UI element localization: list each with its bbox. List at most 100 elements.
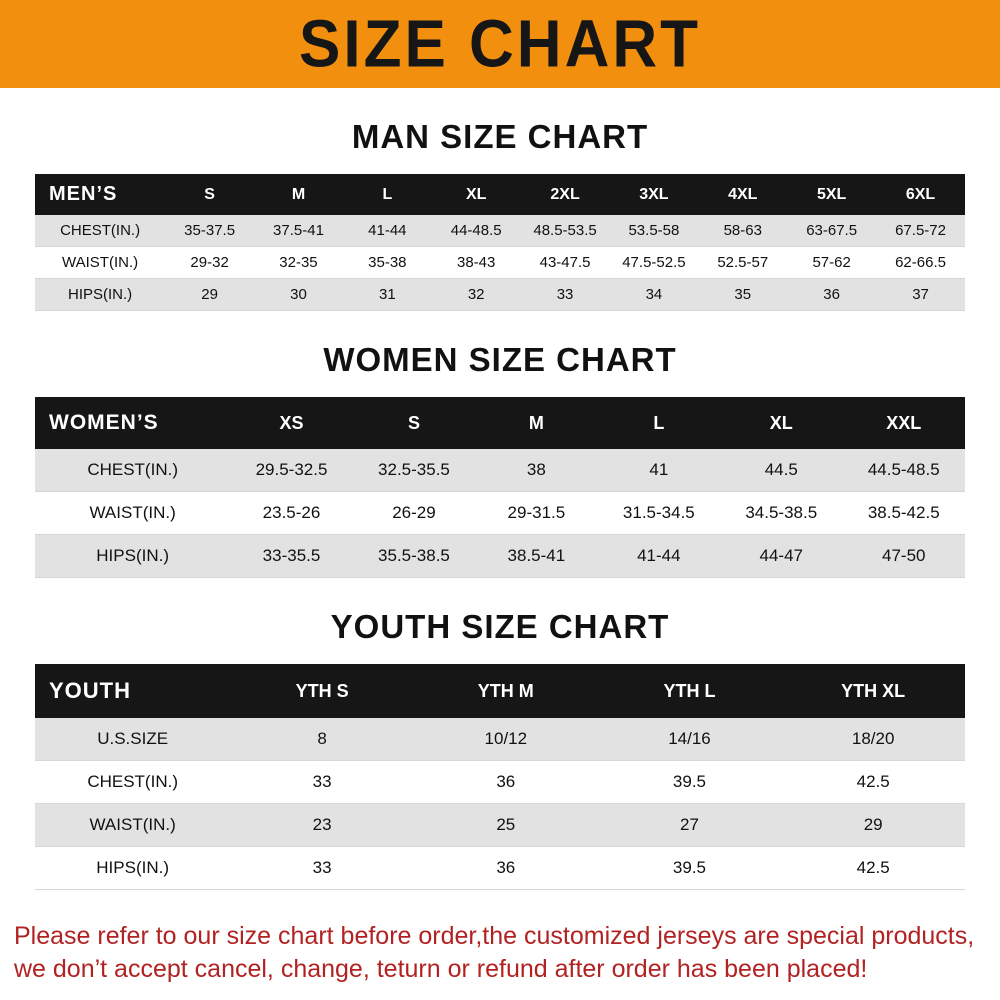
table-row: U.S.SIZE 8 10/12 14/16 18/20 (35, 718, 965, 761)
value-cell: 44.5-48.5 (867, 460, 940, 479)
table-title-cell: WOMEN’S (49, 411, 159, 434)
column-header-cell: M (291, 185, 306, 203)
table-row: WAIST(IN.) 23 25 27 29 (35, 803, 965, 847)
section-heading-women: WOMEN SIZE CHART (323, 341, 677, 378)
value-cell: 37.5-41 (273, 222, 324, 239)
row-label-cell: WAIST(IN.) (89, 815, 176, 834)
value-cell: 34.5-38.5 (745, 503, 818, 522)
column-header-cell: XS (279, 412, 304, 433)
section-youth: YOUTH SIZE CHART YOUTH YTH S YTH M YTH L YTH… (0, 608, 1000, 890)
value-cell: 35-38 (368, 254, 407, 271)
column-header-cell: L (653, 412, 665, 433)
value-cell: 29 (863, 815, 883, 834)
value-cell: 38.5-41 (507, 546, 566, 565)
footer-note-line-2: we don’t accept cancel, change, teturn o… (14, 955, 868, 983)
value-cell: 39.5 (672, 858, 707, 877)
value-cell: 33 (312, 772, 332, 791)
section-heading-youth: YOUTH SIZE CHART (330, 608, 670, 645)
value-cell: 47-50 (882, 546, 926, 565)
column-header-cell: 6XL (905, 185, 936, 203)
column-header-cell: S (407, 412, 420, 433)
value-cell: 42.5 (856, 858, 890, 877)
column-header-cell: YTH M (477, 680, 534, 701)
table-title-cell: MEN’S (49, 183, 118, 205)
column-header-cell: YTH L (663, 680, 716, 701)
value-cell: 44-47 (759, 546, 803, 565)
column-header-cell: XXL (886, 412, 922, 433)
value-cell: 44-48.5 (450, 222, 502, 239)
row-label-cell: WAIST(IN.) (89, 503, 176, 522)
value-cell: 26-29 (392, 503, 436, 522)
table-row: WAIST(IN.) 29-32 32-35 35-38 38-43 43-47.5 47.… (35, 246, 965, 279)
value-cell: 23 (312, 815, 332, 834)
value-cell: 35-37.5 (184, 222, 236, 239)
women-size-table: WOMEN’S XS S M L XL XXL CHEST(IN.) 29.5-32.5 32.5… (35, 397, 965, 578)
table-header-row: WOMEN’S XS S M L XL XXL (35, 397, 965, 449)
value-cell: 29.5-32.5 (255, 460, 328, 479)
value-cell: 36 (496, 858, 516, 877)
value-cell: 30 (290, 286, 307, 303)
value-cell: 23.5-26 (262, 503, 321, 522)
row-label-cell: CHEST(IN.) (60, 222, 141, 239)
row-label-cell: HIPS(IN.) (68, 286, 133, 303)
size-chart-banner: SIZE CHART (0, 0, 1000, 88)
column-header-cell: XL (465, 185, 487, 203)
value-cell: 41 (649, 460, 669, 479)
table-row: CHEST(IN.) 35-37.5 37.5-41 41-44 44-48.5 48.5… (35, 215, 965, 247)
value-cell: 38-43 (457, 254, 496, 271)
value-cell: 41-44 (637, 546, 681, 565)
table-row: HIPS(IN.) 33-35.5 35.5-38.5 38.5-41 41-44 44-… (35, 534, 965, 578)
footer-note-line-1: Please refer to our size chart before or… (14, 922, 975, 950)
row-label-cell: HIPS(IN.) (96, 546, 170, 565)
section-women: WOMEN SIZE CHART WOMEN’S XS S M L XL XXL CHEST(… (0, 341, 1000, 578)
value-cell: 33 (312, 858, 332, 877)
banner-title: SIZE CHART (299, 6, 701, 82)
table-row: CHEST(IN.) 29.5-32.5 32.5-35.5 38 41 44.5 44.5… (35, 449, 965, 492)
table-row: HIPS(IN.) 29 30 31 32 33 34 35 36 37 (35, 278, 965, 311)
table-row: CHEST(IN.) 33 36 39.5 42.5 (35, 760, 965, 804)
row-label-cell: CHEST(IN.) (87, 772, 178, 791)
value-cell: 34 (645, 286, 663, 303)
value-cell: 31 (378, 286, 396, 303)
value-cell: 52.5-57 (717, 254, 769, 271)
value-cell: 63-67.5 (806, 222, 858, 239)
value-cell: 38 (526, 460, 546, 479)
value-cell: 33-35.5 (262, 546, 321, 565)
value-cell: 36 (823, 286, 840, 303)
value-cell: 18/20 (851, 729, 895, 748)
value-cell: 32 (467, 286, 485, 303)
value-cell: 67.5-72 (895, 222, 946, 239)
value-cell: 29-32 (190, 254, 229, 271)
row-label-cell: U.S.SIZE (97, 729, 169, 748)
row-label-cell: CHEST(IN.) (87, 460, 178, 479)
value-cell: 38.5-42.5 (867, 503, 940, 522)
column-header-cell: S (204, 185, 215, 203)
column-header-cell: 2XL (550, 185, 580, 203)
value-cell: 47.5-52.5 (622, 254, 686, 271)
table-row: WAIST(IN.) 23.5-26 26-29 29-31.5 31.5-34.5 34… (35, 491, 965, 535)
value-cell: 8 (317, 729, 327, 748)
value-cell: 31.5-34.5 (622, 503, 695, 522)
column-header-cell: XL (769, 412, 793, 433)
row-label-cell: HIPS(IN.) (96, 858, 170, 877)
table-header-row: MEN’S S M L XL 2XL 3XL 4XL 5XL 6XL (35, 174, 965, 215)
value-cell: 43-47.5 (539, 254, 591, 271)
table-row: HIPS(IN.) 33 36 39.5 42.5 (35, 846, 965, 890)
value-cell: 29 (201, 286, 218, 303)
youth-size-table: YOUTH YTH S YTH M YTH L YTH XL U.S.SIZE 8 10/12… (35, 664, 965, 890)
row-label-cell: WAIST(IN.) (62, 254, 139, 271)
value-cell: 10/12 (484, 729, 528, 748)
value-cell: 32-35 (279, 254, 318, 271)
value-cell: 44.5 (764, 460, 798, 479)
value-cell: 39.5 (672, 772, 707, 791)
value-cell: 48.5-53.5 (533, 222, 597, 239)
value-cell: 33 (556, 286, 574, 303)
table-header-row: YOUTH YTH S YTH M YTH L YTH XL (35, 664, 965, 718)
value-cell: 62-66.5 (895, 254, 946, 271)
column-header-cell: 5XL (816, 185, 847, 203)
value-cell: 42.5 (856, 772, 890, 791)
value-cell: 36 (496, 772, 516, 791)
footer-note: Please refer to our size chart before or… (14, 920, 986, 986)
value-cell: 35.5-38.5 (378, 546, 450, 565)
men-size-table: MEN’S S M L XL 2XL 3XL 4XL 5XL 6XL CHEST(IN.) 35-37… (35, 174, 965, 311)
